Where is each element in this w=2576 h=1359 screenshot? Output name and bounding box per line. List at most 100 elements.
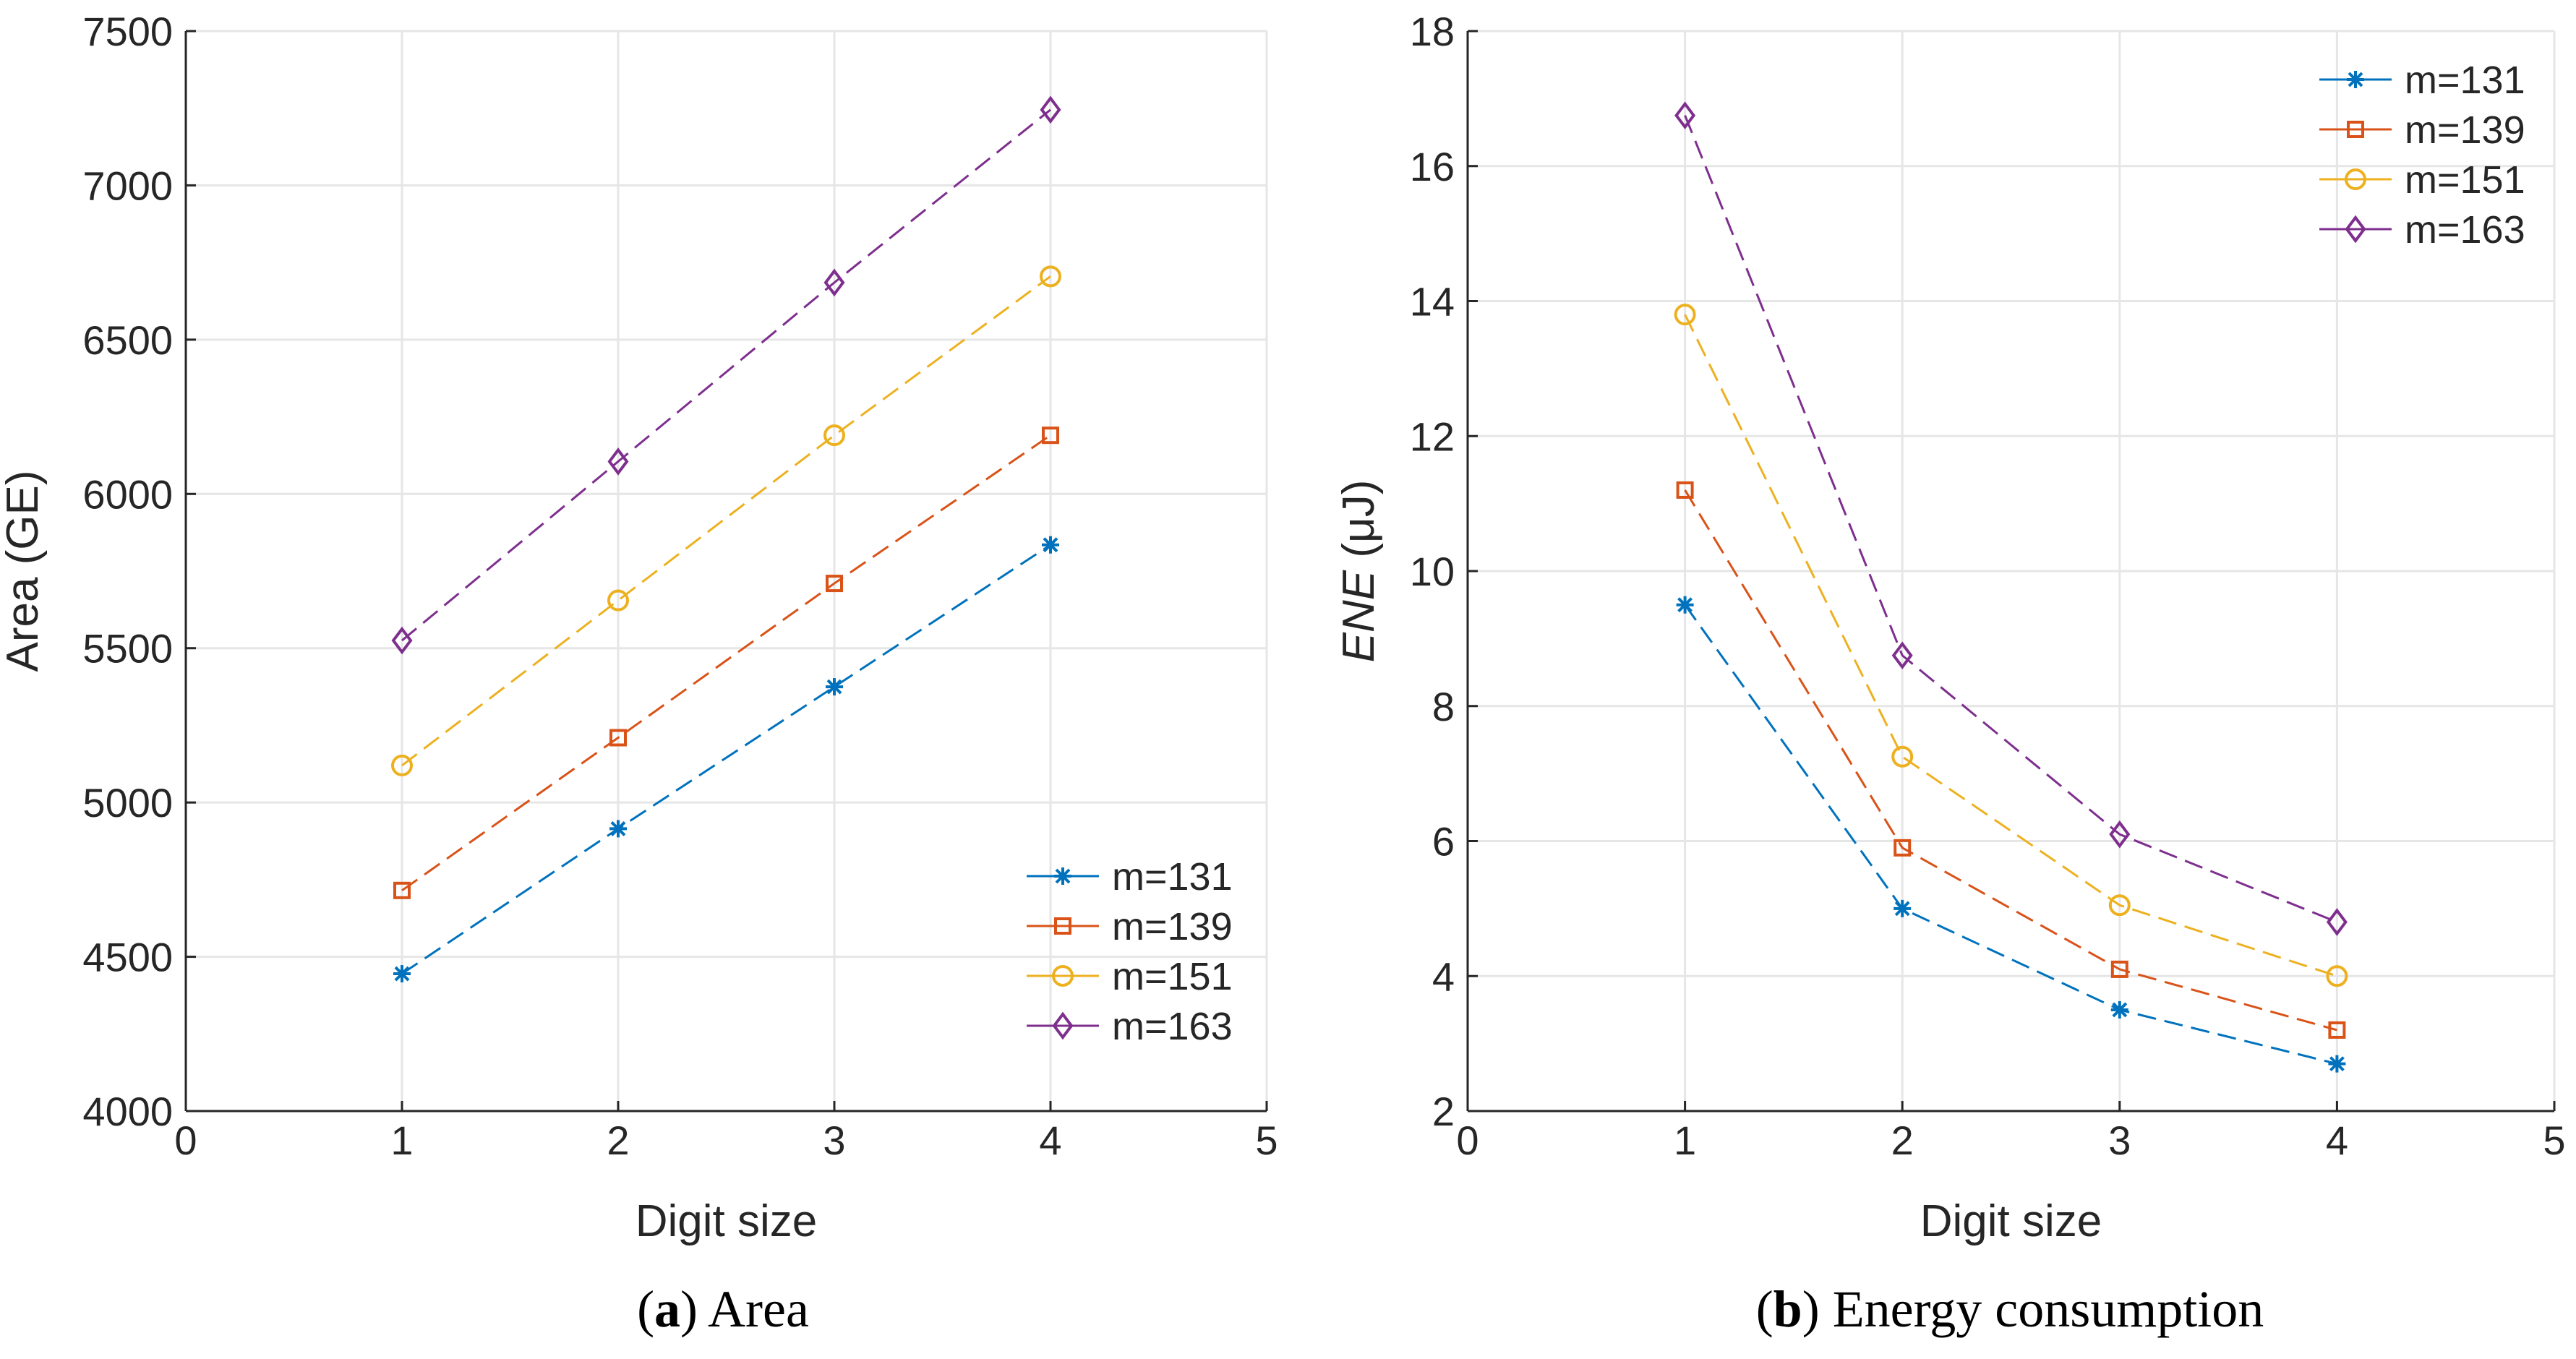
y-axis-label-main: ENE xyxy=(1334,558,1384,663)
caption: (a) Area xyxy=(637,1280,809,1338)
y-axis-label-unit: (μJ) xyxy=(1334,480,1384,558)
legend-marker xyxy=(1054,867,1071,885)
y-tick-label: 16 xyxy=(1410,144,1455,189)
legend-label: m=151 xyxy=(2405,158,2525,202)
series-m=139 xyxy=(1676,481,2346,1039)
legend-item: m=151 xyxy=(1027,955,1233,998)
legend-marker xyxy=(1054,917,1071,935)
data-point xyxy=(609,729,627,747)
caption-open: ( xyxy=(1756,1280,1773,1338)
data-point xyxy=(1040,95,1061,124)
series-line xyxy=(401,434,1051,892)
grid xyxy=(1466,30,2556,1113)
data-point xyxy=(609,820,627,838)
legend-label: m=131 xyxy=(1112,855,1233,899)
y-tick-label: 6 xyxy=(1432,819,1455,865)
y-tick-label: 6000 xyxy=(82,471,173,517)
legend-marker xyxy=(2345,168,2366,190)
series-m=139 xyxy=(393,426,1059,899)
data-point xyxy=(1891,745,1914,768)
data-point xyxy=(826,575,843,593)
chart-panel-1: 0 1 2 3 4 5 4000 4500 5000 5500 6000 6500 7000 7500 Di… xyxy=(0,9,1278,1338)
legend-item: m=163 xyxy=(1027,1005,1233,1048)
x-tick-label: 1 xyxy=(390,1118,413,1163)
series-m=151 xyxy=(391,265,1061,776)
legend-marker xyxy=(2347,71,2364,88)
legend-marker xyxy=(2345,215,2366,244)
legend-marker xyxy=(1052,1011,1074,1040)
y-axis-label: Area (GE) xyxy=(0,470,48,672)
x-tick-label: 4 xyxy=(1039,1118,1061,1163)
legend: m=131 m=139 m=151 m=163 xyxy=(2319,59,2525,252)
x-tick-label: 0 xyxy=(174,1118,197,1163)
caption-open: ( xyxy=(637,1280,654,1338)
legend-label: m=163 xyxy=(1112,1005,1233,1048)
series-m=163 xyxy=(1674,101,2348,936)
data-point xyxy=(1891,641,1913,670)
data-point xyxy=(1894,899,1912,917)
y-tick-label: 5000 xyxy=(82,780,173,826)
legend-label: m=151 xyxy=(1112,955,1233,998)
x-tick-label: 5 xyxy=(1255,1118,1278,1163)
x-tick-label: 3 xyxy=(823,1118,845,1163)
series-line xyxy=(1684,489,2337,1032)
data-point xyxy=(607,447,629,476)
y-tick-label: 4000 xyxy=(82,1089,173,1134)
x-tick-label: 4 xyxy=(2326,1118,2348,1163)
series-line xyxy=(401,544,1051,975)
y-tick-label: 4 xyxy=(1432,953,1455,999)
series-line xyxy=(401,275,1051,767)
data-point xyxy=(393,881,411,899)
legend-label: m=139 xyxy=(2405,108,2525,152)
legend-item: m=139 xyxy=(1027,905,1233,948)
y-tick-label: 14 xyxy=(1410,279,1455,325)
data-point xyxy=(2110,1000,2128,1019)
series-line xyxy=(401,108,1051,642)
data-point xyxy=(1674,101,1696,130)
caption-text: ) Energy consumption xyxy=(1802,1280,2264,1338)
legend-label: m=131 xyxy=(2405,59,2525,102)
y-tick-label: 4500 xyxy=(82,935,173,980)
y-tick-label: 7500 xyxy=(82,9,173,54)
caption-label: a xyxy=(654,1280,680,1338)
series-m=163 xyxy=(391,95,1061,655)
x-axis-label: Digit size xyxy=(636,1196,818,1246)
series-line xyxy=(1684,604,2337,1066)
y-tick-label: 8 xyxy=(1432,684,1455,729)
legend-item: m=131 xyxy=(1027,855,1233,899)
data-point xyxy=(1894,839,1912,857)
data-point xyxy=(2108,894,2131,917)
series-m=131 xyxy=(393,536,1059,983)
data-point xyxy=(823,424,845,447)
data-point xyxy=(2328,1055,2346,1073)
grid xyxy=(184,30,1268,1113)
legend-item: m=163 xyxy=(2319,208,2525,252)
x-tick-label: 0 xyxy=(1456,1118,1479,1163)
x-axis-label: Digit size xyxy=(1920,1196,2102,1246)
caption-text: ) Area xyxy=(680,1280,809,1338)
x-tick-label: 2 xyxy=(607,1118,629,1163)
data-point xyxy=(823,268,845,297)
data-point xyxy=(393,965,411,983)
data-point xyxy=(2109,820,2131,849)
caption: (b) Energy consumption xyxy=(1756,1280,2264,1338)
data-point xyxy=(1674,304,1696,326)
legend-label: m=139 xyxy=(1112,905,1233,948)
data-point xyxy=(826,678,843,696)
data-point xyxy=(391,754,413,776)
data-point xyxy=(2110,960,2128,978)
legend-label: m=163 xyxy=(2405,208,2525,252)
y-tick-label: 18 xyxy=(1410,9,1455,54)
legend: m=131 m=139 m=151 m=163 xyxy=(1027,855,1233,1048)
y-tick-label: 6500 xyxy=(82,317,173,363)
series-line xyxy=(1684,314,2337,977)
data-point xyxy=(2328,1021,2346,1039)
x-tick-label: 1 xyxy=(1674,1118,1696,1163)
data-point xyxy=(391,626,413,655)
data-point xyxy=(1042,426,1059,445)
y-tick-label: 5500 xyxy=(82,626,173,672)
x-tick-label: 5 xyxy=(2543,1118,2565,1163)
legend-marker xyxy=(1052,965,1074,987)
data-point xyxy=(1042,536,1059,554)
